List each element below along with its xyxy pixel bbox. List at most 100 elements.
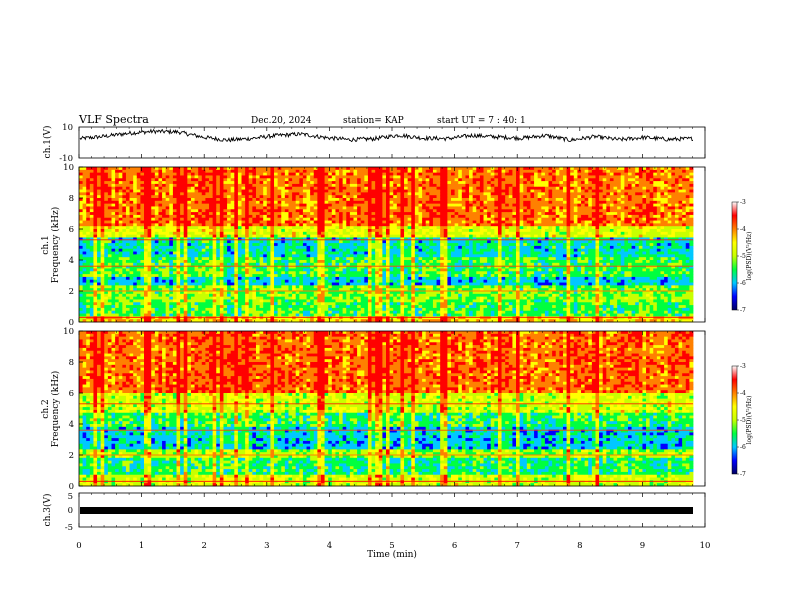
ch1-spectrogram-cell	[270, 183, 275, 188]
ch1-spectrogram-cell	[400, 195, 405, 199]
ch1-spectrogram-cell	[324, 243, 329, 247]
ch1-spectrogram-cell	[223, 245, 228, 250]
ch1-spectrogram-cell	[353, 291, 358, 295]
ch1-spectrogram-cell	[266, 226, 271, 230]
ch1-spectrogram-cell	[79, 192, 84, 196]
ch1-spectrogram-cell	[97, 234, 102, 238]
ch1-spectrogram-cell	[133, 274, 138, 278]
ch1-spectrogram-cell	[172, 254, 177, 258]
ch1-spectrogram-cell	[180, 234, 185, 238]
ch1-spectrogram-cell	[209, 245, 214, 250]
ch1-spectrogram-cell	[165, 316, 170, 320]
ch1-spectrogram-cell	[263, 172, 268, 176]
ch1-spectrogram-cell	[194, 243, 199, 247]
ch1-spectrogram-cell	[216, 186, 221, 190]
ch1-spectrogram-cell	[219, 200, 224, 205]
ch1-spectrogram-cell	[255, 175, 260, 179]
ch1-spectrogram-cell	[295, 285, 300, 289]
ch1-spectrogram-cell	[349, 192, 354, 196]
ch1-spectrogram-cell	[335, 186, 340, 190]
ch1-spectrogram-cell	[378, 271, 383, 275]
ch1-spectrogram-cell	[324, 195, 329, 199]
ch1-spectrogram-cell	[122, 234, 127, 238]
ch1-spectrogram-cell	[100, 248, 105, 252]
ch1-spectrogram-cell	[357, 262, 362, 267]
ch1-spectrogram-cell	[248, 299, 253, 303]
ch1-spectrogram-cell	[118, 169, 123, 174]
ch1-spectrogram-cell	[371, 234, 376, 238]
ch1-spectrogram-cell	[111, 291, 116, 295]
ch1-spectrogram-cell	[79, 209, 84, 213]
ch1-spectrogram-cell	[400, 260, 405, 264]
ch1-spectrogram-cell	[223, 268, 228, 272]
ch1-spectrogram-cell	[205, 310, 210, 314]
ch1-spectrogram-cell	[302, 189, 307, 193]
ch1-spectrogram-cell	[230, 319, 235, 323]
ch1-spectrogram-cell	[107, 178, 112, 182]
ch1-spectrogram-cell	[230, 183, 235, 188]
ch1-spectrogram-cell	[133, 231, 138, 236]
ch1-spectrogram-cell	[82, 293, 87, 298]
ch1-spectrogram-cell	[111, 169, 116, 174]
ch1-spectrogram-cell	[223, 209, 228, 213]
ch1-spectrogram-cell	[158, 245, 163, 250]
ch1-spectrogram-cell	[281, 248, 286, 252]
ch1-spectrogram-cell	[281, 271, 286, 275]
ch1-spectrogram-cell	[223, 217, 228, 221]
ch1-spectrogram-cell	[111, 257, 116, 261]
ch1-spectrogram-cell	[248, 268, 253, 272]
ch1-spectrogram-cell	[205, 276, 210, 281]
ch1-spectrogram-cell	[396, 209, 401, 213]
ch1-spectrogram-cell	[209, 209, 214, 213]
ch1-spectrogram-cell	[180, 214, 185, 219]
ch1-spectrogram-cell	[158, 195, 163, 199]
ch1-spectrogram-cell	[284, 200, 289, 205]
ch1-spectrogram-cell	[349, 231, 354, 236]
ch1-spectrogram-cell	[158, 212, 163, 216]
ch1-spectrogram-cell	[97, 240, 102, 244]
ch1-spectrogram-cell	[255, 186, 260, 190]
ch1-spectrogram-cell	[118, 271, 123, 275]
ch1-spectrogram-cell	[346, 257, 351, 261]
ch1-spectrogram-cell	[317, 313, 322, 317]
ch1-spectrogram-cell	[404, 223, 409, 227]
ch1-spectrogram-cell	[335, 209, 340, 213]
ch1-spectrogram-cell	[234, 282, 239, 286]
ch1-spectrogram-cell	[187, 217, 192, 221]
ch1-spectrogram-cell	[281, 240, 286, 244]
ch1-spectrogram-cell	[219, 288, 224, 292]
ch1-spectrogram-cell	[331, 285, 336, 289]
ch1-spectrogram-cell	[125, 313, 130, 317]
ch1-spectrogram-cell	[313, 265, 318, 269]
ch1-spectrogram-cell	[111, 217, 116, 221]
ch1-spectrogram-cell	[302, 240, 307, 244]
ch1-spectrogram-cell	[375, 172, 380, 176]
ch1-spectrogram-cell	[223, 169, 228, 174]
ch1-spectrogram-cell	[378, 167, 383, 171]
ch1-spectrogram-cell	[115, 288, 120, 292]
ch1-spectrogram-cell	[288, 319, 293, 323]
ch1-spectrogram-cell	[252, 203, 257, 207]
ch1-spectrogram-cell	[367, 305, 372, 309]
ch1-spectrogram-cell	[133, 209, 138, 213]
ch1-spectrogram-cell	[227, 192, 232, 196]
ch1-spectrogram-cell	[115, 307, 120, 312]
ch1-spectrogram-cell	[320, 307, 325, 312]
ch1-spectrogram-cell	[386, 214, 391, 219]
ch1-spectrogram-cell	[107, 285, 112, 289]
ch1-spectrogram-cell	[404, 240, 409, 244]
ch1-spectrogram-cell	[209, 175, 214, 179]
ch1-spectrogram-cell	[219, 189, 224, 193]
ch1-spectrogram-cell	[281, 217, 286, 221]
ch1-spectrogram-cell	[154, 299, 159, 303]
ch1-spectrogram-cell	[216, 265, 221, 269]
ch1-spectrogram-cell	[93, 285, 98, 289]
ch1-spectrogram-cell	[331, 237, 336, 241]
ch1-spectrogram-cell	[400, 302, 405, 306]
ch1-spectrogram-cell	[274, 265, 279, 269]
ch1-spectrogram-cell	[255, 282, 260, 286]
ch1-spectrogram-cell	[324, 212, 329, 216]
ch1-spectrogram-cell	[223, 291, 228, 295]
ch1-spectrogram-cell	[259, 181, 264, 185]
ch1-spectrogram-cell	[176, 307, 181, 312]
